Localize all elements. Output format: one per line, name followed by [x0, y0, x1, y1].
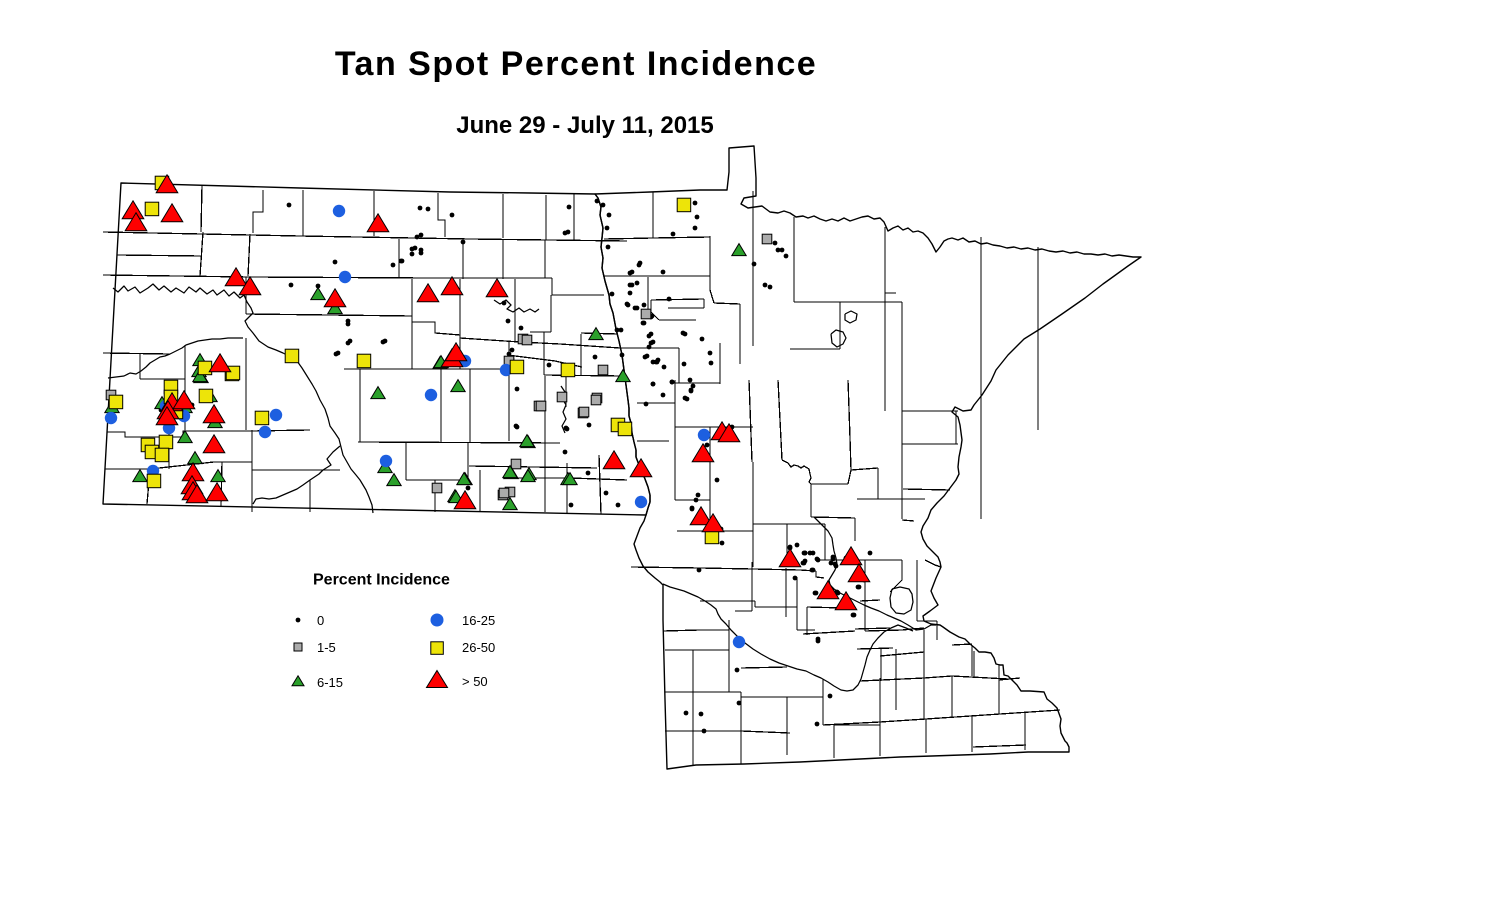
svg-text:16-25: 16-25 [462, 613, 495, 628]
svg-text:> 50: > 50 [462, 674, 488, 689]
svg-text:26-50: 26-50 [462, 640, 495, 655]
svg-text:Tan Spot Percent Incidence: Tan Spot Percent Incidence [335, 45, 817, 83]
svg-text:6-15: 6-15 [317, 675, 343, 690]
svg-text:1-5: 1-5 [317, 640, 336, 655]
svg-text:0: 0 [317, 613, 324, 628]
svg-text:June 29 - July 11, 2015: June 29 - July 11, 2015 [456, 112, 714, 139]
svg-text:Percent Incidence: Percent Incidence [313, 572, 450, 589]
